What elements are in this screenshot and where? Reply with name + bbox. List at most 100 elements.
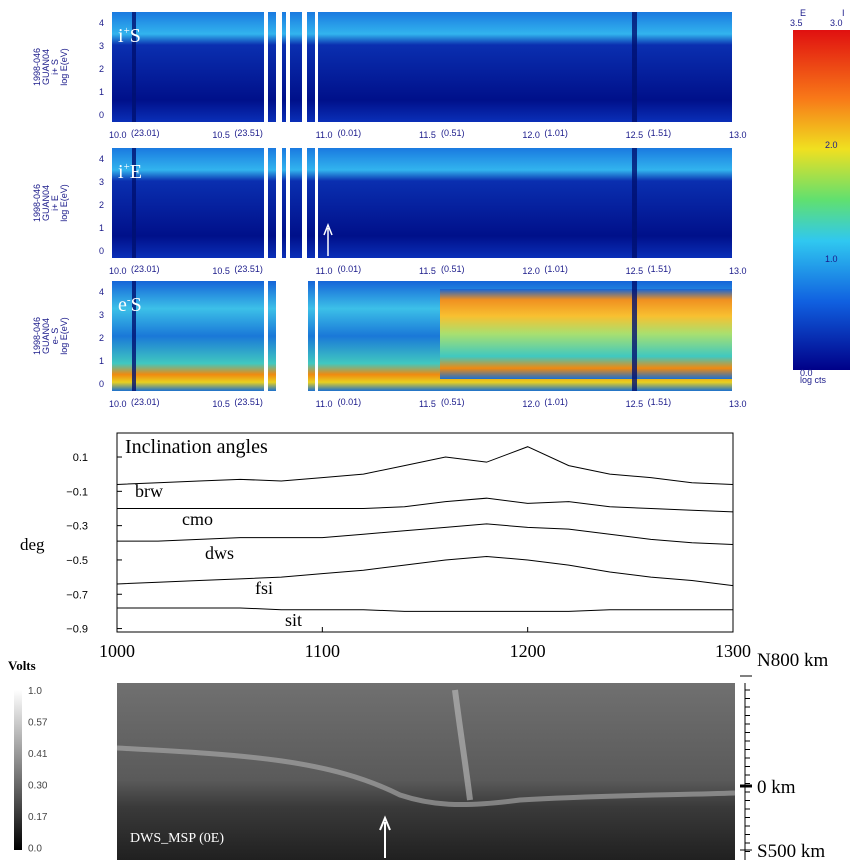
x-tick-label: 1100 [305, 641, 340, 661]
x-tick-label: 10.0 [109, 399, 127, 409]
dark-stripe [632, 12, 637, 122]
x-tick-label: 10.0 [109, 266, 127, 276]
y-tick-label: −0.9 [66, 624, 88, 636]
data-gap [286, 12, 290, 122]
panel-label-part: i [118, 161, 124, 183]
data-gap [315, 281, 318, 391]
series-line [117, 497, 734, 513]
x-tick-label: 10.5 [212, 399, 230, 409]
x-tick-label: 12.5 [626, 399, 644, 409]
x-tick-sublabel: (1.51) [648, 264, 672, 274]
x-tick-sublabel: (1.01) [544, 128, 568, 138]
x-tick-sublabel: (23.51) [234, 128, 263, 138]
x-tick-label: 11.0 [316, 130, 333, 140]
y-axis-label: log E(eV) [59, 48, 69, 86]
y-tick-label: −0.5 [66, 555, 88, 567]
msp-image [117, 683, 735, 860]
aurora-arc [116, 745, 736, 808]
panel-label-part: - [127, 294, 131, 306]
colorbar-head-value: 3.5 [790, 18, 803, 28]
x-tick-sublabel: (0.01) [338, 264, 362, 274]
x-tick-sublabel: (23.51) [234, 264, 263, 274]
dark-stripe [132, 12, 136, 122]
x-tick-sublabel: (23.51) [234, 397, 263, 407]
y-axis-label: GUAN04 [41, 49, 51, 85]
y-tick-label: −0.3 [66, 521, 88, 533]
x-tick-sublabel: (23.01) [131, 264, 160, 274]
x-tick-sublabel: (1.01) [544, 397, 568, 407]
colorbar-head: I [842, 8, 845, 18]
x-tick-label: 11.5 [419, 130, 436, 140]
dark-stripe [132, 148, 136, 258]
y-tick-label: 1 [99, 223, 104, 233]
panel-label-part: E [130, 161, 142, 183]
panel-label-part: e [118, 294, 127, 316]
chart-title: Inclination angles [125, 436, 268, 458]
range-label: N800 km [757, 650, 828, 671]
x-tick-sublabel: (1.01) [544, 264, 568, 274]
x-tick-sublabel: (0.51) [441, 128, 465, 138]
colorbar-head-value: 3.0 [830, 18, 843, 28]
colorbar-tick: 2.0 [825, 140, 838, 150]
data-gap [264, 12, 268, 122]
spectrogram [112, 148, 732, 258]
msp-scale-label: 1.0 [28, 686, 42, 697]
plot-frame [116, 432, 734, 633]
range-label: S500 km [757, 841, 825, 862]
x-tick-label: 11.5 [419, 399, 436, 409]
y-axis-label: deg [20, 535, 45, 554]
y-axis-label: i+ S [50, 59, 60, 75]
x-tick-label: 11.0 [316, 399, 333, 409]
y-tick-label: 4 [99, 287, 104, 297]
msp-scale-label: 0.57 [28, 718, 48, 729]
x-tick-label: 10.5 [212, 266, 230, 276]
x-tick-sublabel: (23.01) [131, 397, 160, 407]
panel-label-part: S [131, 294, 142, 316]
y-axis-label: e- S [50, 328, 60, 345]
series-label: cmo [182, 509, 213, 529]
y-tick-label: 3 [99, 310, 104, 320]
msp-scale-label: 0.0 [28, 844, 42, 855]
data-gap [302, 148, 307, 258]
panel-label: i+S [118, 25, 141, 47]
dark-stripe [632, 281, 637, 391]
y-tick-label: 1 [99, 356, 104, 366]
y-tick-label: 3 [99, 41, 104, 51]
x-tick-label: 12.0 [522, 399, 540, 409]
msp-colorbar [14, 690, 22, 850]
y-tick-label: 0 [99, 379, 104, 389]
x-tick-label: 13.0 [729, 399, 747, 409]
x-tick-label: 10.0 [109, 130, 127, 140]
arrow [379, 815, 391, 858]
x-tick-label: 1200 [510, 641, 546, 661]
x-tick-label: 11.0 [316, 266, 333, 276]
aurora-ray [452, 689, 473, 801]
x-tick-sublabel: (1.51) [648, 128, 672, 138]
colorbar-head: E [800, 8, 806, 18]
x-tick-label: 12.5 [626, 266, 644, 276]
x-tick-sublabel: (1.51) [648, 397, 672, 407]
series-line [117, 523, 734, 546]
series-label: brw [135, 481, 163, 501]
x-tick-sublabel: (0.51) [441, 397, 465, 407]
data-gap [276, 148, 282, 258]
panel-label-part: + [124, 25, 130, 37]
series-label: fsi [255, 578, 273, 598]
panel-label-part: + [124, 161, 130, 173]
data-gap [286, 148, 290, 258]
colorbar-scale [793, 30, 850, 370]
series-line [116, 446, 734, 485]
data-gap [315, 148, 318, 258]
x-tick-label: 1000 [99, 641, 135, 661]
y-tick-label: 0.1 [73, 452, 88, 464]
x-tick-label: 12.5 [626, 130, 644, 140]
panel-label: i+E [118, 161, 142, 183]
msp-label: DWS_MSP (0E) [130, 831, 224, 846]
x-tick-label: 10.5 [212, 130, 230, 140]
colorbar-bottom: 0.0 [800, 368, 813, 378]
msp-scale-label: 0.41 [28, 749, 48, 760]
colorbar-bottom: log cts [800, 375, 827, 385]
msp-scale-label: 0.30 [28, 781, 48, 792]
